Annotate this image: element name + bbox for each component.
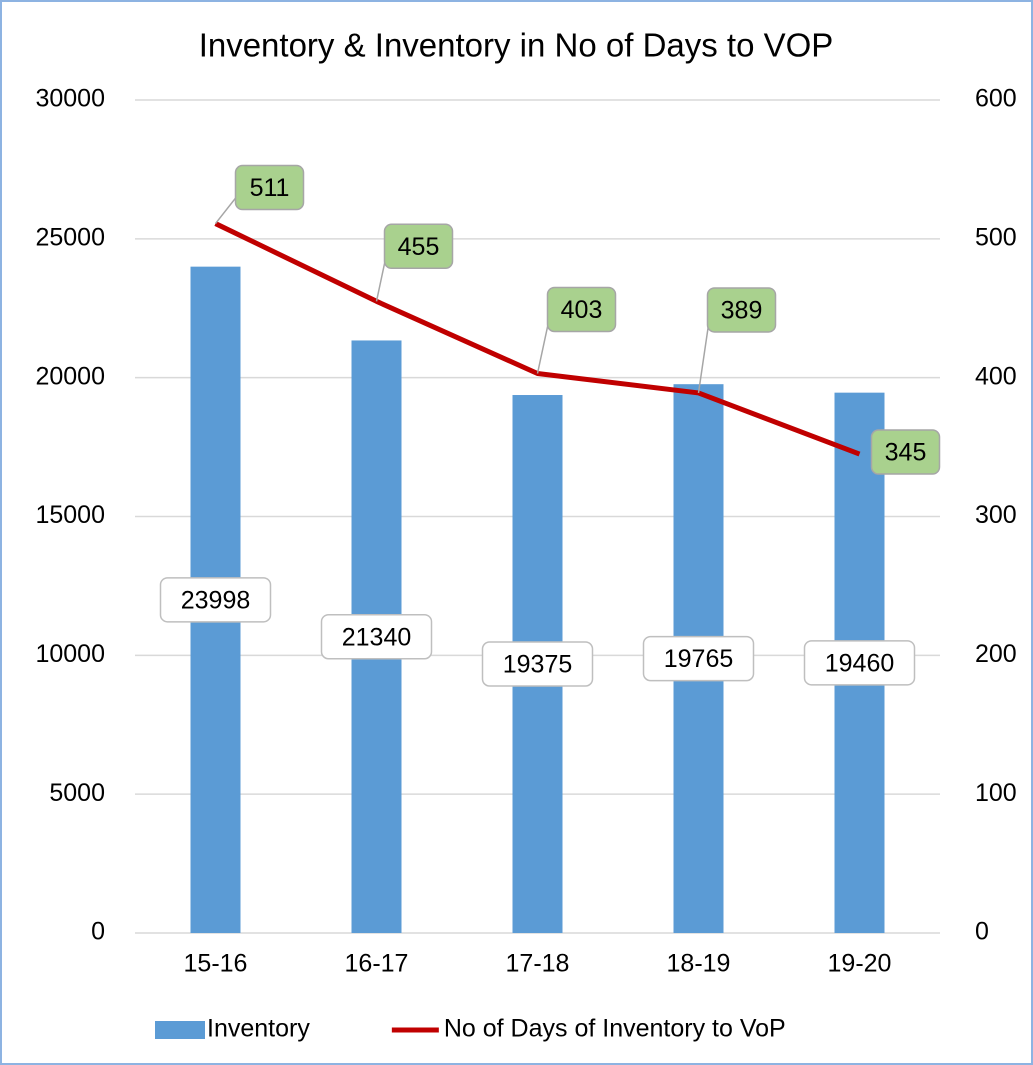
- legend-label: No of Days of Inventory to VoP: [444, 1015, 786, 1043]
- y2-tick-label: 200: [975, 640, 1017, 668]
- x-tick-label: 18-19: [667, 950, 731, 978]
- y-tick-label: 15000: [35, 501, 105, 529]
- y-tick-label: 10000: [35, 640, 105, 668]
- data-label-box: [870, 429, 941, 475]
- data-label: 21340: [342, 623, 412, 651]
- y2-tick-label: 0: [975, 918, 989, 946]
- y2-tick-label: 600: [975, 85, 1017, 113]
- x-tick-label: 19-20: [828, 950, 892, 978]
- y-tick-label: 25000: [35, 223, 105, 251]
- data-label: 23998: [181, 586, 251, 614]
- y2-tick-label: 300: [975, 501, 1017, 529]
- y2-tick-label: 100: [975, 779, 1017, 807]
- data-label: 345: [885, 439, 927, 467]
- line: [214, 221, 861, 457]
- data-label-box: [159, 577, 272, 623]
- data-label-box: [642, 635, 755, 682]
- y2-tick-label: 500: [975, 223, 1017, 251]
- y-tick-label: 5000: [49, 779, 105, 807]
- data-label: 455: [398, 233, 440, 261]
- data-label-box: [383, 223, 454, 270]
- data-label: 511: [250, 174, 290, 202]
- x-tick-label: 17-18: [506, 950, 570, 978]
- data-label: 19375: [503, 651, 573, 679]
- data-label-box: [320, 613, 433, 660]
- y-tick-label: 0: [91, 918, 105, 946]
- y-tick-label: 30000: [35, 85, 105, 113]
- data-label: 19765: [664, 645, 734, 673]
- x-tick-label: 16-17: [345, 950, 409, 978]
- legend-swatch: [155, 1021, 205, 1039]
- data-label-box: [803, 640, 916, 686]
- data-label: 403: [561, 296, 603, 324]
- data-label-box: [481, 641, 594, 687]
- data-label-box: [234, 164, 305, 211]
- data-label-box: [706, 287, 777, 333]
- data-label-box: [546, 286, 617, 333]
- x-tick-label: 15-16: [184, 950, 248, 978]
- data-label: 389: [721, 297, 763, 325]
- legend-label: Inventory: [207, 1015, 310, 1043]
- y2-tick-label: 400: [975, 362, 1017, 390]
- data-label: 19460: [825, 649, 895, 677]
- y-tick-label: 20000: [35, 362, 105, 390]
- chart-title: Inventory & Inventory in No of Days to V…: [199, 27, 834, 64]
